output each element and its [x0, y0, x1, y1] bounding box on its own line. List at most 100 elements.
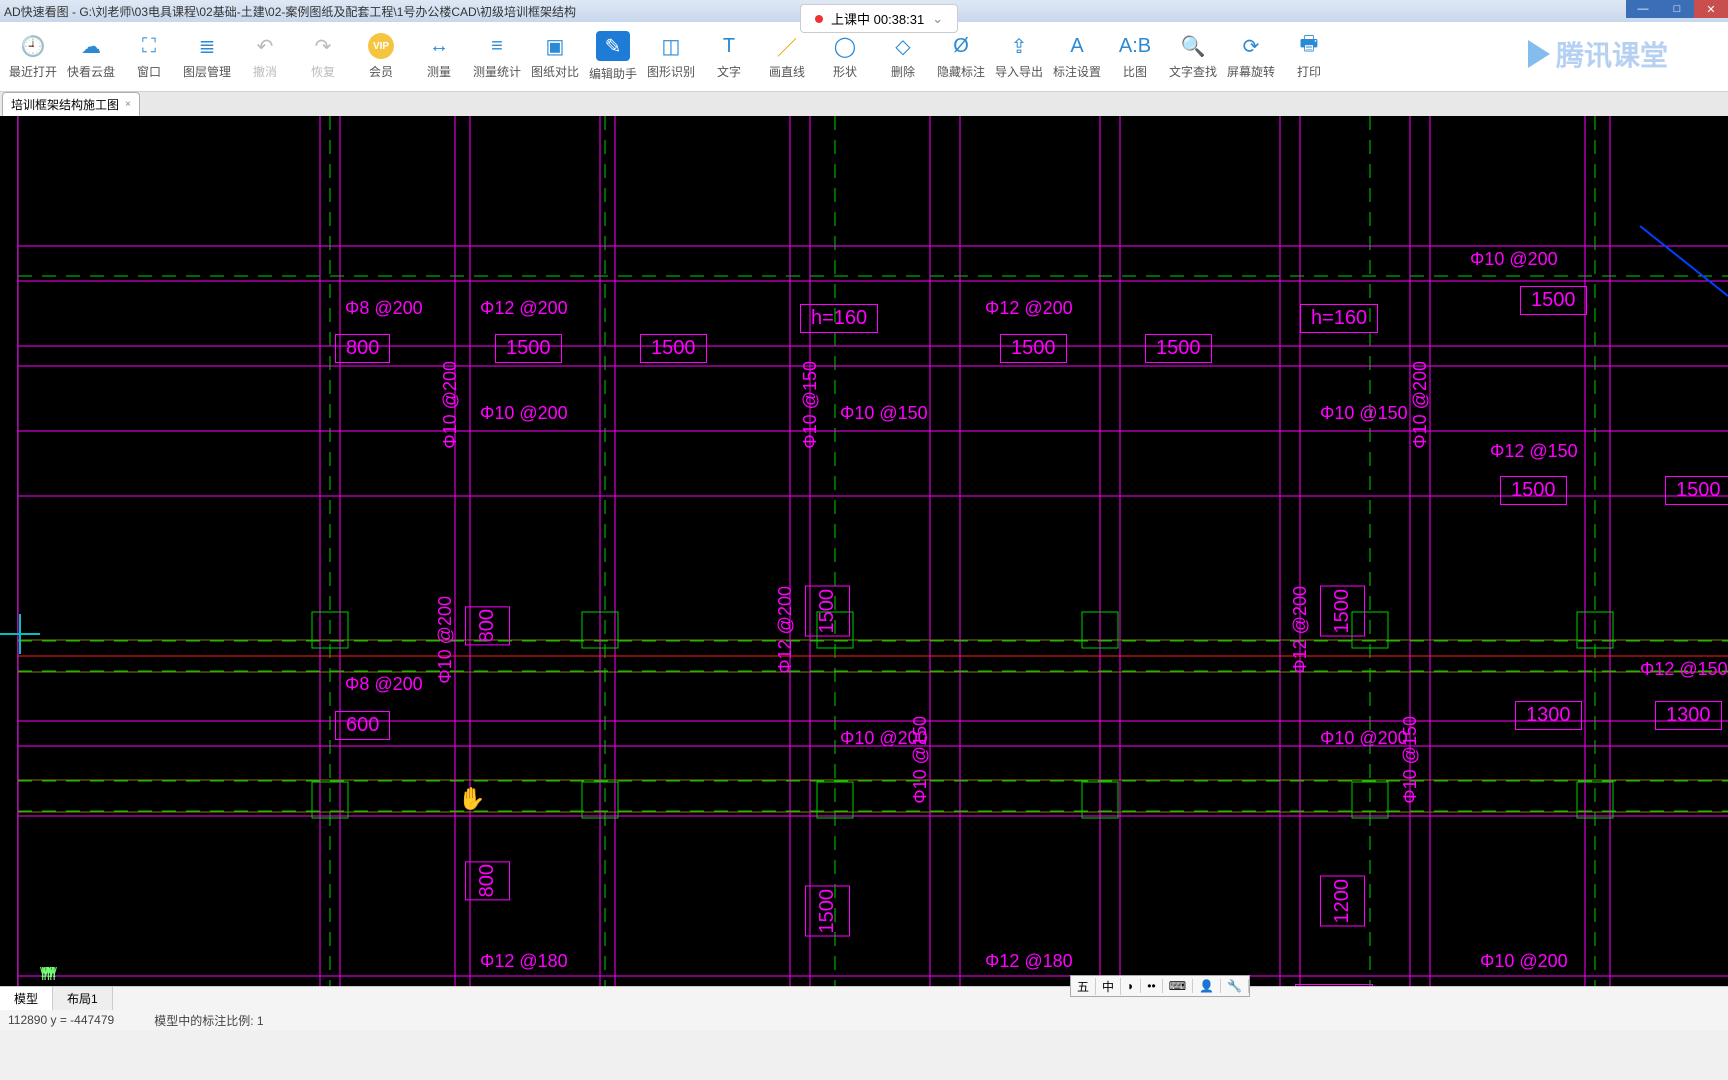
undo-label: 撤消	[253, 63, 277, 80]
shape-detect-label: 图形识别	[647, 63, 695, 80]
toolbar-vip[interactable]: VIP 会员	[352, 24, 410, 90]
print-icon: 🖶	[1296, 33, 1322, 59]
dimension-box: 1500	[1665, 476, 1728, 505]
measure-stat-icon: ≡	[484, 33, 510, 59]
text-search-label: 文字查找	[1169, 63, 1217, 80]
toolbar-compare[interactable]: ▣ 图纸对比	[526, 24, 584, 90]
hide-anno-icon: Ø	[948, 33, 974, 59]
rebar-annotation: Φ10 @200	[1480, 951, 1568, 972]
ime-item-4[interactable]: ⌨	[1163, 979, 1193, 993]
rebar-annotation: Φ12 @200	[480, 298, 568, 319]
rebar-annotation: Φ10 @150	[840, 403, 928, 424]
dimension-box: 800	[465, 861, 510, 900]
rebar-annotation: Φ12 @180	[985, 951, 1073, 972]
measure-label: 测量	[427, 63, 451, 80]
rebar-annotation: Φ10 @200	[480, 403, 568, 424]
rebar-annotation: Φ10 @150	[910, 716, 931, 804]
ime-item-3[interactable]: ••	[1141, 979, 1162, 993]
maximize-button[interactable]: □	[1660, 0, 1694, 18]
toolbar-shape[interactable]: ◯ 形状	[816, 24, 874, 90]
ime-item-0[interactable]: 五	[1071, 978, 1096, 995]
rebar-annotation: Φ10 @200	[1470, 249, 1558, 270]
rebar-annotation: Φ12 @200	[775, 586, 796, 674]
toolbar-line[interactable]: ／画直线	[758, 24, 816, 90]
drawing-svg	[0, 116, 1728, 986]
dimension-box: 1500	[640, 334, 707, 363]
text-icon: T	[716, 33, 742, 59]
status-coords: 112890 y = -447479	[8, 1013, 114, 1027]
screen-rotate-label: 屏幕旋转	[1227, 63, 1275, 80]
ime-item-1[interactable]: 中	[1096, 978, 1121, 995]
toolbar-layer-manage[interactable]: ≣图层管理	[178, 24, 236, 90]
measure-icon: ↔	[426, 33, 452, 59]
toolbar-measure-stat[interactable]: ≡测量统计	[468, 24, 526, 90]
screen-rotate-icon: ⟳	[1238, 33, 1264, 59]
dimension-box: 800	[465, 606, 510, 645]
dimension-box: 1500	[495, 334, 562, 363]
vip-icon: VIP	[368, 33, 394, 59]
toolbar-quick-cloud[interactable]: ☁快看云盘	[62, 24, 120, 90]
compare-icon: ▣	[542, 33, 568, 59]
close-button[interactable]: ✕	[1694, 0, 1728, 18]
toolbar-window[interactable]: ⛶窗口	[120, 24, 178, 90]
toolbar-redo[interactable]: ↷恢复	[294, 24, 352, 90]
status-bar: 112890 y = -447479 模型中的标注比例: 1	[0, 1010, 1728, 1030]
layout-tab-0[interactable]: 模型	[0, 987, 53, 1010]
record-dot-icon	[815, 15, 823, 23]
cad-canvas[interactable]: ✋ 这个位置他有胯板瘦脸巾啊 \|/\|//\|/\|//\|/ Φ8 @200…	[0, 116, 1728, 986]
toolbar-delete[interactable]: ◇删除	[874, 24, 932, 90]
print-label: 打印	[1297, 63, 1321, 80]
rebar-annotation: Φ12 @180	[480, 951, 568, 972]
ime-item-2[interactable]: ◗	[1121, 979, 1141, 993]
dimension-box: 1300	[1515, 701, 1582, 730]
ime-toolbar[interactable]: 五中◗••⌨👤🔧	[1070, 975, 1250, 997]
toolbar-text[interactable]: T文字	[700, 24, 758, 90]
rebar-annotation: Φ10 @200	[1410, 361, 1431, 449]
toolbar-shape-detect[interactable]: ◫图形识别	[642, 24, 700, 90]
toolbar-screen-rotate[interactable]: ⟳ 屏幕旋转	[1222, 24, 1280, 90]
tab-close-icon[interactable]: ×	[125, 99, 131, 110]
toolbar-import-export[interactable]: ⇪导入导出	[990, 24, 1048, 90]
toolbar-anno-settings[interactable]: A标注设置	[1048, 24, 1106, 90]
document-tab[interactable]: 培训框架结构施工图 ×	[2, 92, 140, 116]
rebar-annotation: Φ8 @200	[345, 298, 423, 319]
toolbar-text-search[interactable]: 🔍文字查找	[1164, 24, 1222, 90]
toolbar-print[interactable]: 🖶 打印	[1280, 24, 1338, 90]
rebar-annotation: Φ10 @200	[1320, 728, 1408, 749]
toolbar-open-recent[interactable]: 🕘最近打开	[4, 24, 62, 90]
dimension-box: 1500	[1500, 476, 1567, 505]
dimension-box: 1500	[1000, 334, 1067, 363]
grass-decoration: \|/\|//\|/\|//\|/	[40, 964, 54, 980]
dimension-box: 1200	[1320, 876, 1365, 927]
minimize-button[interactable]: —	[1626, 0, 1660, 18]
chevron-down-icon[interactable]: ⌄	[932, 11, 943, 27]
import-export-label: 导入导出	[995, 63, 1043, 80]
rebar-annotation: Φ8 @200	[345, 674, 423, 695]
dimension-box: 800	[335, 334, 390, 363]
rebar-annotation: Φ10 @150	[800, 361, 821, 449]
toolbar-measure[interactable]: ↔ 测量	[410, 24, 468, 90]
compare-label: 图纸对比	[531, 63, 579, 80]
ime-item-6[interactable]: 🔧	[1221, 979, 1249, 993]
toolbar-hide-anno[interactable]: Ø隐藏标注	[932, 24, 990, 90]
recording-badge[interactable]: 上课中 00:38:31 ⌄	[800, 4, 958, 33]
layout-tabbar: 模型布局1	[0, 986, 1728, 1010]
shape-icon: ◯	[832, 33, 858, 59]
dimension-box: 1500	[1320, 586, 1365, 637]
window-title: AD快速看图 - G:\刘老师\03电具课程\02基础-土建\02-案例图纸及配…	[4, 3, 576, 20]
window-label: 窗口	[137, 63, 161, 80]
dimension-box: 1500	[1520, 286, 1587, 315]
layer-manage-icon: ≣	[194, 33, 220, 59]
dimension-box: 1500	[805, 586, 850, 637]
quick-cloud-label: 快看云盘	[67, 63, 115, 80]
shape-label: 形状	[833, 63, 857, 80]
toolbar-compare2[interactable]: A:B比图	[1106, 24, 1164, 90]
layout-tab-1[interactable]: 布局1	[53, 987, 113, 1010]
vip-label: 会员	[369, 63, 393, 80]
edit-assist-icon: ✎	[596, 31, 630, 61]
open-recent-icon: 🕘	[20, 33, 46, 59]
toolbar-undo[interactable]: ↶ 撤消	[236, 24, 294, 90]
toolbar-edit-assist[interactable]: ✎编辑助手	[584, 24, 642, 90]
undo-icon: ↶	[252, 33, 278, 59]
ime-item-5[interactable]: 👤	[1193, 979, 1221, 993]
